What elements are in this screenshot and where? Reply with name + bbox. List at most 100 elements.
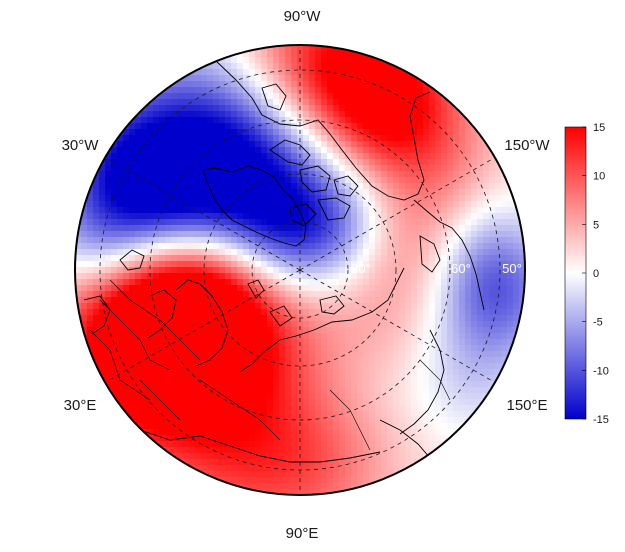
field-cell xyxy=(75,273,82,280)
field-cell xyxy=(315,195,322,202)
field-cell xyxy=(189,297,196,304)
field-cell xyxy=(429,255,436,262)
field-cell xyxy=(249,189,256,196)
field-cell xyxy=(495,219,502,226)
field-cell xyxy=(399,75,406,82)
field-cell xyxy=(387,291,394,298)
field-cell xyxy=(453,243,460,250)
field-cell xyxy=(267,453,274,460)
field-cell xyxy=(201,177,208,184)
field-cell xyxy=(375,483,382,490)
field-cell xyxy=(195,141,202,148)
field-cell xyxy=(219,417,226,424)
field-cell xyxy=(123,195,130,202)
field-cell xyxy=(285,411,292,418)
field-cell xyxy=(165,375,172,382)
field-cell xyxy=(321,399,328,406)
field-cell xyxy=(219,303,226,310)
field-cell xyxy=(489,231,496,238)
field-cell xyxy=(225,243,232,250)
field-cell xyxy=(417,177,424,184)
field-cell xyxy=(177,285,184,292)
field-cell xyxy=(273,411,280,418)
field-cell xyxy=(117,135,124,142)
field-cell xyxy=(159,117,166,124)
field-cell xyxy=(375,321,382,328)
field-cell xyxy=(171,231,178,238)
field-cell xyxy=(381,435,388,442)
field-cell xyxy=(435,237,442,244)
field-cell xyxy=(471,363,478,370)
field-cell xyxy=(327,105,334,112)
field-cell xyxy=(273,57,280,64)
field-cell xyxy=(285,435,292,442)
field-cell xyxy=(399,273,406,280)
field-cell xyxy=(411,453,418,460)
field-cell xyxy=(141,165,148,172)
field-cell xyxy=(351,405,358,412)
field-cell xyxy=(255,87,262,94)
field-cell xyxy=(387,381,394,388)
field-cell xyxy=(357,357,364,364)
field-cell xyxy=(177,99,184,106)
field-cell xyxy=(255,267,262,274)
field-cell xyxy=(105,183,112,190)
field-cell xyxy=(387,141,394,148)
field-cell xyxy=(249,195,256,202)
field-cell xyxy=(117,123,124,130)
field-cell xyxy=(465,327,472,334)
field-cell xyxy=(237,441,244,448)
field-cell xyxy=(381,99,388,106)
field-cell xyxy=(303,489,310,495)
field-cell xyxy=(429,177,436,184)
field-cell xyxy=(117,303,124,310)
field-cell xyxy=(435,147,442,154)
field-cell xyxy=(273,363,280,370)
field-cell xyxy=(237,465,244,472)
field-cell xyxy=(369,399,376,406)
field-cell xyxy=(171,429,178,436)
field-cell xyxy=(375,129,382,136)
field-cell xyxy=(381,333,388,340)
field-cell xyxy=(279,399,286,406)
field-cell xyxy=(177,147,184,154)
field-cell xyxy=(501,243,508,250)
field-cell xyxy=(477,297,484,304)
field-cell xyxy=(369,57,376,64)
field-cell xyxy=(315,123,322,130)
field-cell xyxy=(279,135,286,142)
field-cell xyxy=(387,237,394,244)
field-cell xyxy=(171,135,178,142)
field-cell xyxy=(375,465,382,472)
field-cell xyxy=(153,315,160,322)
field-cell xyxy=(291,357,298,364)
field-cell xyxy=(423,399,430,406)
field-cell xyxy=(231,231,238,238)
field-cell xyxy=(357,459,364,466)
field-cell xyxy=(201,153,208,160)
field-cell xyxy=(447,111,454,118)
field-cell xyxy=(315,351,322,358)
field-cell xyxy=(117,363,124,370)
field-cell xyxy=(411,297,418,304)
field-cell xyxy=(177,255,184,262)
field-cell xyxy=(207,171,214,178)
field-cell xyxy=(405,117,412,124)
field-cell xyxy=(255,141,262,148)
field-cell xyxy=(141,363,148,370)
field-cell xyxy=(207,75,214,82)
field-cell xyxy=(441,105,448,112)
field-cell xyxy=(279,81,286,88)
field-cell xyxy=(153,231,160,238)
field-cell xyxy=(441,327,448,334)
field-cell xyxy=(141,411,148,418)
field-cell xyxy=(171,435,178,442)
field-cell xyxy=(195,195,202,202)
field-cell xyxy=(495,249,502,256)
field-cell xyxy=(387,219,394,226)
field-cell xyxy=(429,243,436,250)
field-cell xyxy=(261,69,268,76)
field-cell xyxy=(279,447,286,454)
field-cell xyxy=(417,255,424,262)
field-cell xyxy=(225,297,232,304)
